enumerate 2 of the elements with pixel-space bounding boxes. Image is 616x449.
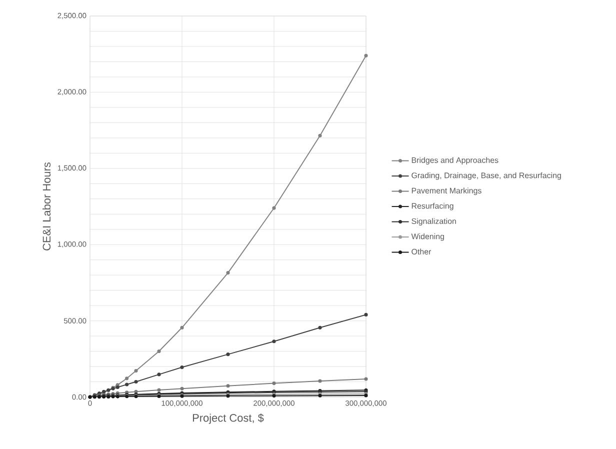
y-axis-title: CE&I Labor Hours <box>42 162 51 250</box>
x-axis-title: Project Cost, $ <box>192 414 264 424</box>
